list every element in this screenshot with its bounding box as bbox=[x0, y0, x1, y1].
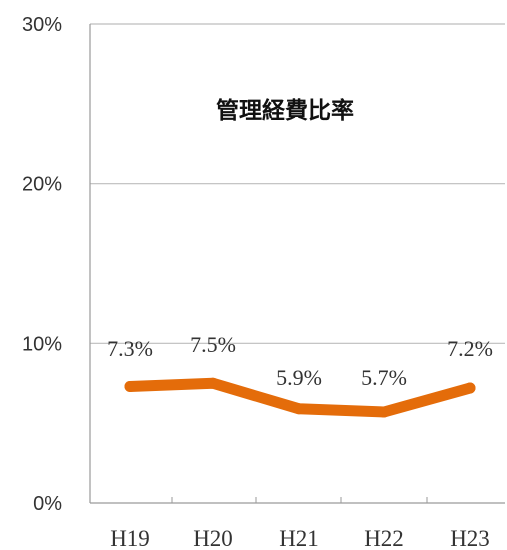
x-tick-label-h20: H20 bbox=[193, 526, 233, 550]
data-label-h20: 7.5% bbox=[190, 332, 236, 357]
axes bbox=[89, 24, 505, 504]
x-tick-label-h21: H21 bbox=[279, 526, 319, 550]
data-label-h22: 5.7% bbox=[361, 365, 407, 390]
gridlines bbox=[90, 23, 505, 344]
x-tick-labels: H19 H20 H21 H22 H23 bbox=[110, 526, 490, 550]
x-tick-label-h22: H22 bbox=[364, 526, 404, 550]
series-line-layer bbox=[124, 377, 476, 418]
x-tick-label-h23: H23 bbox=[450, 526, 490, 550]
data-point-h21 bbox=[293, 403, 305, 415]
data-label-h21: 5.9% bbox=[276, 365, 322, 390]
y-tick-label-0: 0% bbox=[33, 493, 62, 515]
data-labels: 7.3% 7.5% 5.9% 5.7% 7.2% bbox=[107, 332, 493, 390]
data-point-h19 bbox=[124, 380, 136, 392]
y-tick-label-10: 10% bbox=[22, 333, 62, 355]
y-tick-labels: 0% 10% 20% 30% bbox=[22, 14, 62, 515]
data-label-h23: 7.2% bbox=[447, 336, 493, 361]
data-point-h20 bbox=[207, 377, 219, 389]
x-tick-label-h19: H19 bbox=[110, 526, 150, 550]
y-tick-label-20: 20% bbox=[22, 174, 62, 196]
data-point-h23 bbox=[464, 382, 476, 394]
data-point-h22 bbox=[378, 406, 390, 418]
y-tick-label-30: 30% bbox=[22, 14, 62, 36]
chart-title: 管理経費比率 bbox=[216, 97, 354, 124]
data-label-h19: 7.3% bbox=[107, 336, 153, 361]
